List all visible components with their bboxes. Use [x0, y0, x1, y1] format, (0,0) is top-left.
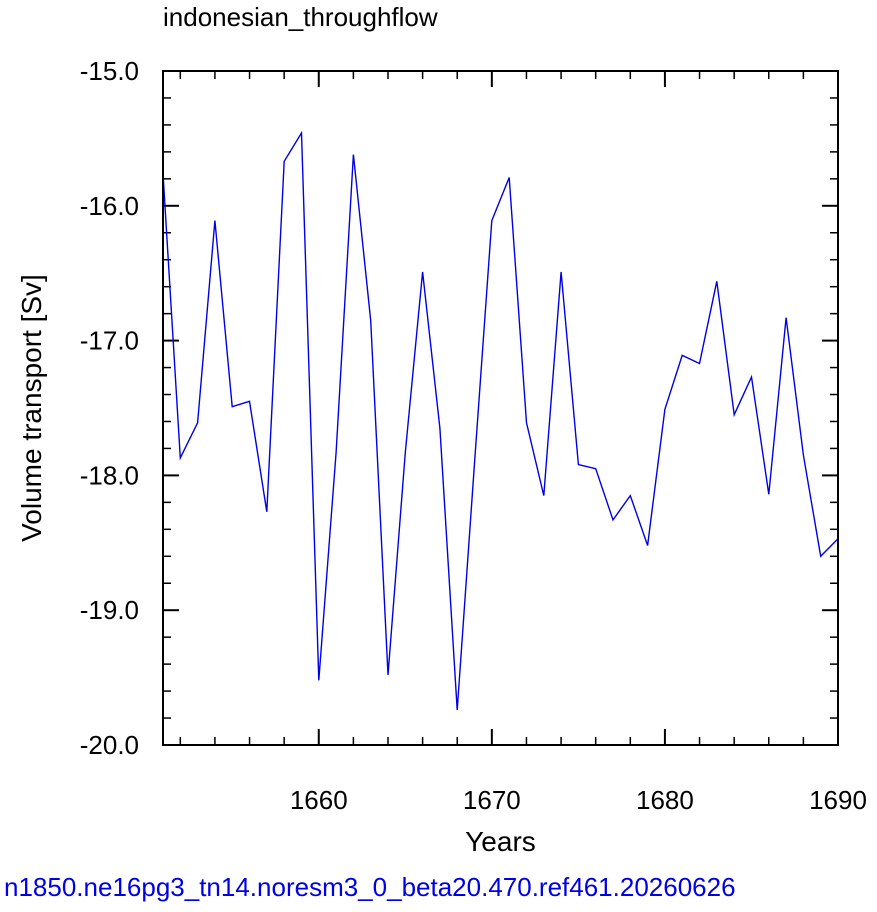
case-id-caption: n1850.ne16pg3_tn14.noresm3_0_beta20.470.… — [4, 872, 736, 902]
y-tick-label: -19.0 — [80, 595, 139, 625]
series-layer — [162, 130, 839, 711]
x-axis-label: Years — [465, 826, 536, 857]
y-tick-label: -18.0 — [80, 460, 139, 490]
tick-labels: 1660 1670 1680 1690 -15.0 -16.0 -17.0 -18.0 -19.… — [80, 56, 867, 815]
plot-frame — [162, 70, 839, 746]
y-tick-label: -20.0 — [80, 730, 139, 760]
chart-title: indonesian_throughflow — [163, 2, 438, 32]
x-tick-label: 1670 — [463, 785, 521, 815]
series-line — [162, 130, 839, 711]
x-tick-label: 1680 — [636, 785, 694, 815]
y-axis-label: Volume transport [Sv] — [16, 274, 47, 542]
y-tick-label: -16.0 — [80, 191, 139, 221]
x-tick-label: 1690 — [809, 785, 867, 815]
y-tick-label: -15.0 — [80, 56, 139, 86]
x-tick-label: 1660 — [290, 785, 348, 815]
y-tick-label: -17.0 — [80, 326, 139, 356]
minor-ticks — [163, 71, 838, 745]
